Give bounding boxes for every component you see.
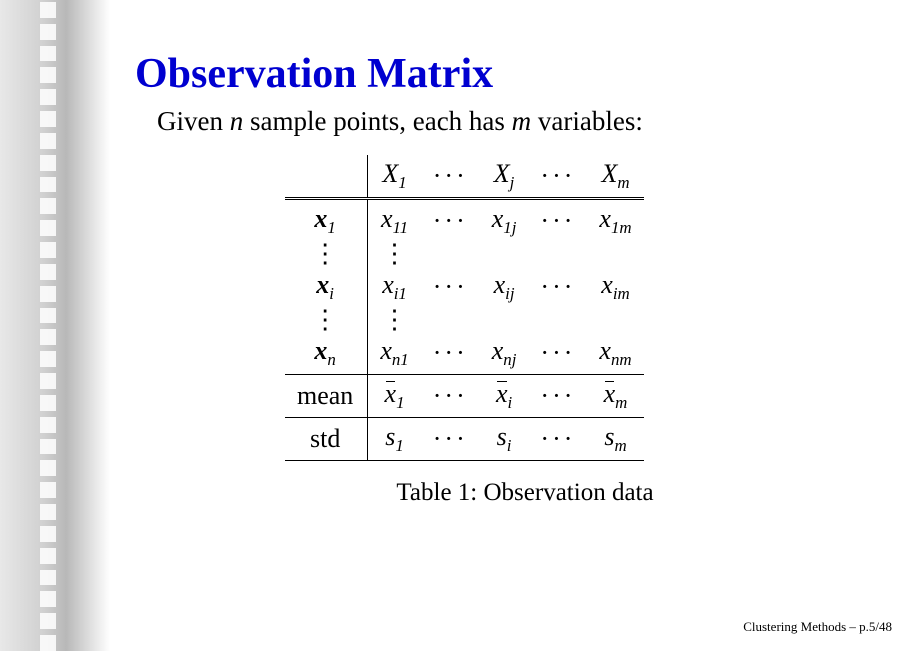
sidebar-squares [40, 0, 62, 651]
observation-table: X1 ··· Xj ··· Xm x1 x11 ··· x1j ··· x1m … [285, 155, 644, 461]
table-row: x1 x11 ··· x1j ··· x1m [285, 199, 644, 243]
intro-pre: Given [157, 106, 230, 136]
slide-footer: Clustering Methods – p.5/48 [743, 619, 892, 635]
slide-content: Observation Matrix Given n sample points… [135, 50, 895, 507]
intro-post: variables: [531, 106, 643, 136]
intro-m: m [512, 106, 532, 136]
table-vdots-row: ⋮ ⋮ [285, 308, 644, 332]
table-std-row: std s1 ··· si ··· sm [285, 418, 644, 461]
intro-mid: sample points, each has [243, 106, 511, 136]
table-caption: Table 1: Observation data [285, 479, 765, 507]
observation-table-wrap: X1 ··· Xj ··· Xm x1 x11 ··· x1j ··· x1m … [285, 155, 765, 461]
table-row: xn xn1 ··· xnj ··· xnm [285, 332, 644, 375]
intro-n: n [230, 106, 244, 136]
table-vdots-row: ⋮ ⋮ [285, 242, 644, 266]
table-mean-row: mean x1 ··· xi ··· xm [285, 374, 644, 417]
sidebar-gradient [0, 0, 110, 651]
table-row: xi xi1 ··· xij ··· xim [285, 266, 644, 308]
table-header-row: X1 ··· Xj ··· Xm [285, 155, 644, 199]
intro-text: Given n sample points, each has m variab… [157, 106, 895, 137]
slide-title: Observation Matrix [135, 50, 895, 98]
